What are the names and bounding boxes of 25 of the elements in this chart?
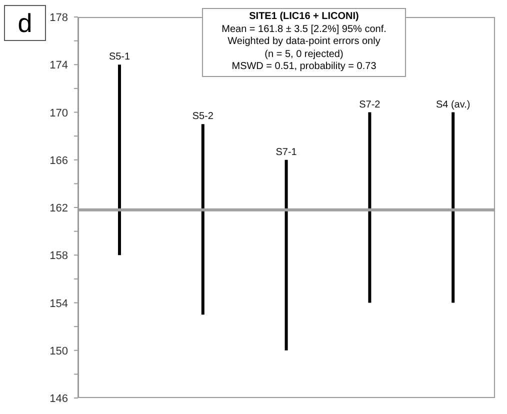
y-tick-label: 158 <box>50 250 68 262</box>
y-tick-label: 166 <box>50 154 68 167</box>
y-tick-label: 150 <box>50 345 68 358</box>
y-tick-label: 162 <box>50 202 68 214</box>
annotation: (n = 5, 0 rejected) <box>264 48 344 61</box>
y-tick-label: 146 <box>50 393 68 405</box>
annotation: MSWD = 0.51, probability = 0.73 <box>230 61 378 74</box>
bar <box>201 124 204 315</box>
bar <box>368 112 372 303</box>
annotation: Weighted by data-point errors only <box>226 36 382 48</box>
x-tick-label: S7-2 <box>359 99 381 110</box>
x-tick-label: S7-1 <box>276 146 298 158</box>
y-tick-label: 154 <box>50 298 68 310</box>
panel-letter-box: d <box>4 5 46 41</box>
bar <box>452 112 455 303</box>
bar <box>118 64 121 256</box>
y-tick-label: 170 <box>50 107 68 120</box>
x-tick-label: S5-2 <box>192 111 214 122</box>
bar <box>284 160 288 350</box>
x-tick-label: S4 (av.) <box>436 99 470 110</box>
y-tick-label: 174 <box>50 60 68 72</box>
y-tick-label: 178 <box>50 12 68 24</box>
annotation: SITE1 (LIC16 + LICONI) <box>248 11 360 24</box>
annotation: Mean = 161.8 ± 3.5 [2.2%] 95% conf. <box>220 24 388 36</box>
x-tick-label: S5-1 <box>108 52 130 63</box>
